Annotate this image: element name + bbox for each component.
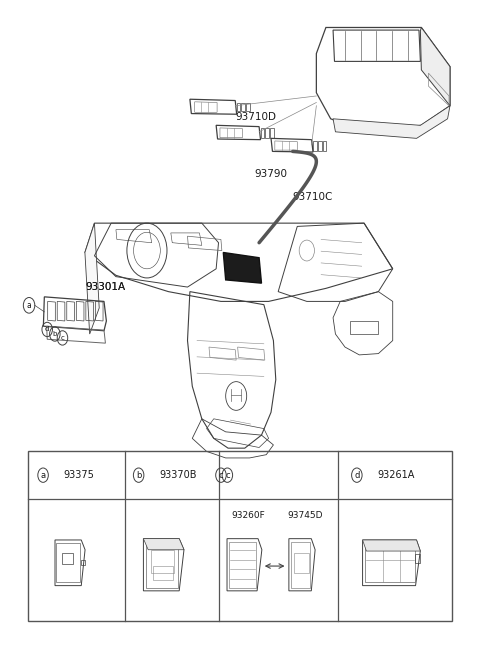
Text: 93710C: 93710C [292, 192, 333, 202]
Text: 93260F: 93260F [232, 511, 265, 519]
Text: 93370B: 93370B [159, 470, 197, 480]
Text: 93375: 93375 [63, 470, 95, 480]
Polygon shape [420, 28, 450, 105]
Polygon shape [362, 540, 420, 551]
Text: d: d [45, 326, 49, 333]
Text: 93261A: 93261A [377, 470, 415, 480]
Text: b: b [136, 471, 141, 479]
Polygon shape [144, 538, 184, 550]
Polygon shape [333, 105, 450, 138]
Text: 93301A: 93301A [85, 282, 125, 292]
Text: 93790: 93790 [254, 169, 288, 179]
Text: a: a [27, 301, 32, 310]
Text: d: d [354, 471, 360, 479]
Polygon shape [223, 252, 262, 283]
Text: c: c [60, 335, 64, 341]
Text: 93745D: 93745D [288, 511, 324, 519]
Text: b: b [53, 331, 57, 337]
Text: 93301A: 93301A [85, 282, 125, 292]
Text: a: a [40, 471, 46, 479]
Text: c: c [225, 471, 229, 479]
Polygon shape [85, 223, 99, 334]
Text: 93710D: 93710D [235, 113, 276, 122]
Text: c: c [219, 471, 223, 479]
